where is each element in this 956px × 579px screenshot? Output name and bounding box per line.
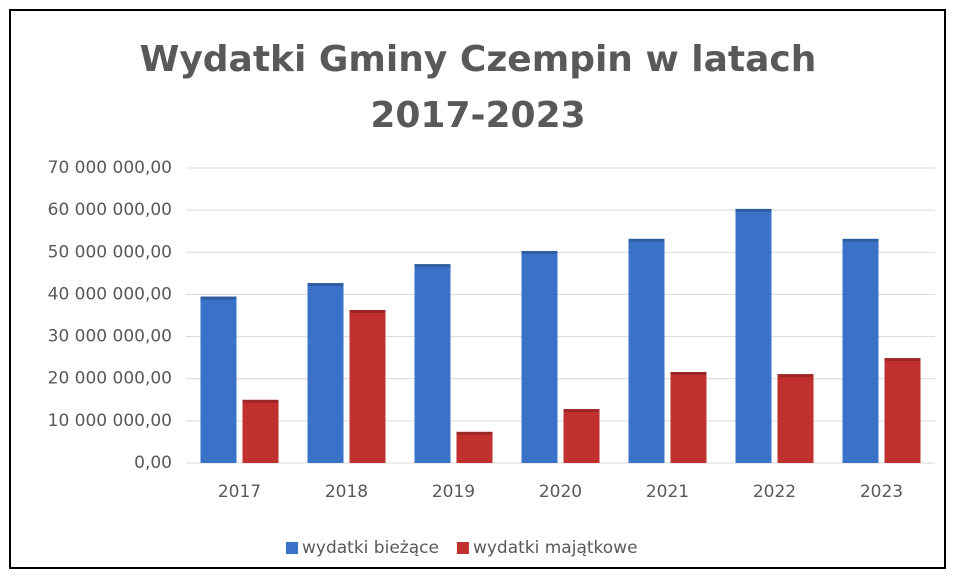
y-tick-label: 30 000 000,00	[48, 327, 172, 347]
x-tick-label: 2020	[539, 482, 582, 502]
bar-shade	[563, 409, 600, 413]
bar	[242, 399, 279, 463]
bar-shade	[670, 371, 707, 375]
bar	[563, 409, 600, 463]
bar-shade	[884, 358, 921, 362]
bar-shade	[777, 374, 814, 378]
bar-shade	[456, 431, 493, 435]
y-tick-label: 0,00	[134, 453, 172, 473]
y-tick-label: 40 000 000,00	[48, 284, 172, 304]
y-tick-label: 10 000 000,00	[48, 411, 172, 431]
x-tick-label: 2018	[325, 482, 368, 502]
legend-label: wydatki majątkowe	[473, 538, 638, 558]
y-tick-label: 60 000 000,00	[48, 200, 172, 220]
legend-swatch	[456, 542, 469, 554]
bar	[200, 296, 237, 463]
x-tick-label: 2017	[218, 482, 261, 502]
legend-label: wydatki bieżące	[302, 538, 439, 558]
bar-shade	[349, 310, 386, 314]
x-tick-label: 2019	[432, 482, 475, 502]
x-tick-label: 2021	[646, 482, 689, 502]
bar	[349, 310, 386, 463]
chart-frame	[9, 9, 946, 569]
bar-shade	[307, 283, 344, 287]
chart-title: Wydatki Gminy Czempin w latach 2017-2023	[139, 39, 817, 136]
bar	[884, 358, 921, 463]
x-tick-label: 2023	[860, 482, 903, 502]
bar	[777, 374, 814, 463]
y-tick-label: 50 000 000,00	[48, 242, 172, 262]
bar	[842, 238, 879, 463]
bar	[521, 251, 558, 463]
legend-swatch	[286, 542, 298, 554]
y-tick-label: 20 000 000,00	[48, 369, 172, 389]
bar-shade	[842, 238, 879, 242]
bar-shade	[521, 251, 558, 255]
bar-shade	[735, 208, 772, 212]
x-tick-label: 2022	[753, 482, 796, 502]
bar	[307, 283, 344, 463]
bar	[670, 371, 707, 463]
bar-shade	[414, 264, 451, 268]
y-tick-label: 70 000 000,00	[48, 158, 172, 178]
bar	[414, 264, 451, 463]
bar	[735, 208, 772, 463]
bar-shade	[628, 238, 665, 242]
bar	[456, 431, 493, 463]
bar-shade	[242, 399, 279, 403]
bar	[628, 238, 665, 463]
bar-shade	[200, 296, 237, 300]
